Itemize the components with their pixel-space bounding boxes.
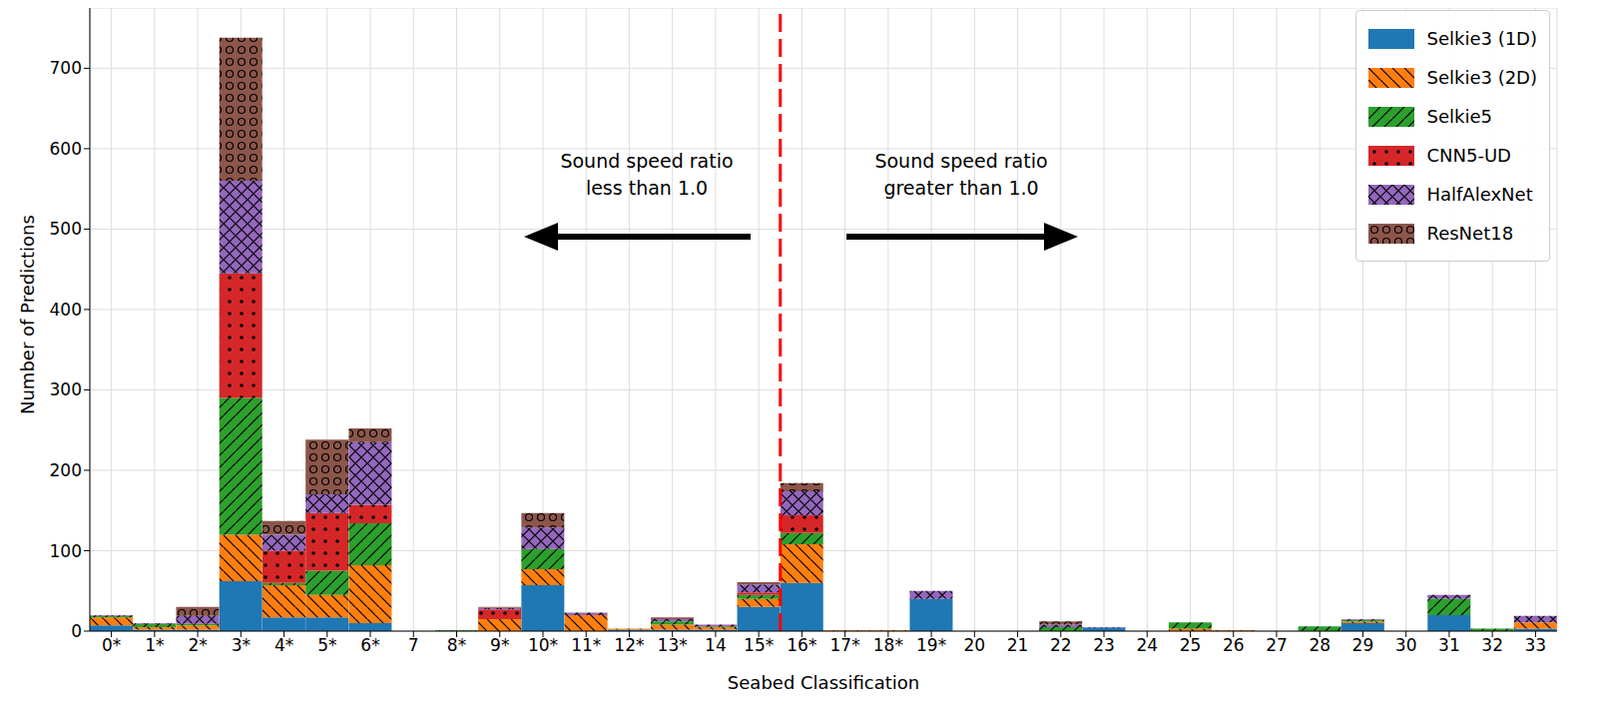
svg-text:12*: 12* bbox=[613, 634, 644, 655]
svg-text:13*: 13* bbox=[657, 634, 688, 655]
svg-text:31: 31 bbox=[1438, 634, 1461, 655]
svg-text:5*: 5* bbox=[317, 634, 337, 655]
svg-text:3*: 3* bbox=[231, 634, 251, 655]
html-text:Selkie3 (2D): Selkie3 (2D) bbox=[1426, 66, 1538, 88]
svg-text:8*: 8* bbox=[447, 634, 467, 655]
svg-text:9*: 9* bbox=[490, 634, 510, 655]
svg-text:20: 20 bbox=[964, 634, 987, 655]
svg-text:22: 22 bbox=[1050, 634, 1072, 655]
svg-text:30: 30 bbox=[1395, 634, 1418, 655]
svg-text:16*: 16* bbox=[786, 634, 817, 655]
svg-text:600: 600 bbox=[49, 138, 82, 159]
svg-text:400: 400 bbox=[49, 299, 82, 320]
svg-text:200: 200 bbox=[49, 460, 82, 481]
svg-text:100: 100 bbox=[49, 540, 82, 561]
svg-text:4*: 4* bbox=[274, 634, 294, 655]
svg-text:500: 500 bbox=[49, 218, 82, 239]
html-text:Sound speed ratio greater than: Sound speed ratio greater than 1.0 bbox=[874, 149, 1048, 199]
svg-text:300: 300 bbox=[49, 379, 82, 400]
svg-text:0*: 0* bbox=[101, 634, 121, 655]
svg-text:23: 23 bbox=[1092, 634, 1115, 655]
svg-text:17*: 17* bbox=[830, 634, 861, 655]
svg-text:6*: 6* bbox=[360, 634, 380, 655]
svg-text:15*: 15* bbox=[743, 634, 774, 655]
svg-text:Seabed Classification: Seabed Classification bbox=[727, 671, 920, 693]
svg-text:21: 21 bbox=[1007, 634, 1030, 655]
svg-text:2*: 2* bbox=[187, 634, 207, 655]
svg-text:27: 27 bbox=[1265, 634, 1288, 655]
svg-text:14: 14 bbox=[704, 634, 727, 655]
svg-text:700: 700 bbox=[49, 57, 82, 78]
svg-text:19*: 19* bbox=[916, 634, 947, 655]
svg-text:1*: 1* bbox=[144, 634, 164, 655]
svg-text:18*: 18* bbox=[873, 634, 904, 655]
svg-text:24: 24 bbox=[1135, 634, 1158, 655]
html-text:Selkie3 (1D): Selkie3 (1D) bbox=[1426, 27, 1538, 49]
svg-text:33: 33 bbox=[1525, 634, 1548, 655]
svg-text:26: 26 bbox=[1222, 634, 1245, 655]
svg-text:25: 25 bbox=[1179, 634, 1202, 655]
svg-text:32: 32 bbox=[1481, 634, 1504, 655]
svg-text:29: 29 bbox=[1352, 634, 1375, 655]
html-text:CNN5-UD: CNN5-UD bbox=[1426, 144, 1512, 166]
html-text:Selkie5: Selkie5 bbox=[1426, 105, 1493, 127]
html-text:HalfAlexNet: HalfAlexNet bbox=[1426, 183, 1533, 205]
svg-text:10*: 10* bbox=[528, 634, 558, 655]
svg-text:7: 7 bbox=[408, 634, 420, 655]
svg-text:Number of Predictions: Number of Predictions bbox=[16, 214, 38, 415]
svg-text:0: 0 bbox=[70, 620, 82, 641]
svg-text:11*: 11* bbox=[570, 634, 601, 655]
svg-text:28: 28 bbox=[1308, 634, 1331, 655]
html-text:ResNet18: ResNet18 bbox=[1426, 222, 1514, 244]
html-text:Sound speed ratio less than 1.: Sound speed ratio less than 1.0 bbox=[560, 149, 734, 199]
